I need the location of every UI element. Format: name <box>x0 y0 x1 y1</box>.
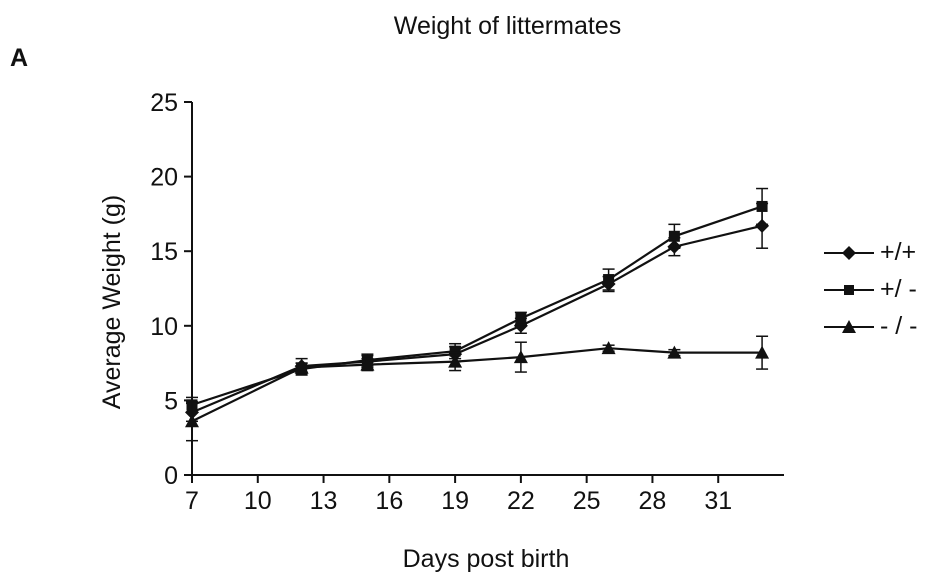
x-tick-label: 22 <box>507 487 535 515</box>
y-axis-label: Average Weight (g) <box>98 194 126 410</box>
legend-marker-diamond <box>824 245 874 260</box>
y-tick-label: 10 <box>150 313 178 341</box>
x-tick-label: 31 <box>704 487 732 515</box>
data-point-square <box>515 312 527 324</box>
legend-marker-triangle <box>824 319 874 333</box>
y-tick-label: 5 <box>164 387 178 415</box>
data-point-triangle <box>667 345 682 359</box>
legend-marker-square <box>824 284 874 295</box>
panel-letter: A <box>10 44 29 72</box>
legend-item-wildtype: +/+ <box>824 234 918 271</box>
legend-label: +/+ <box>880 238 917 266</box>
data-point-triangle <box>448 354 463 368</box>
y-tick-label: 15 <box>150 238 178 266</box>
legend-label: - / - <box>880 312 918 340</box>
data-point-triangle <box>513 350 528 364</box>
x-axis-label: Days post birth <box>402 545 570 573</box>
data-point-diamond <box>755 218 770 233</box>
x-tick-label: 19 <box>441 487 469 515</box>
legend-label: +/ - <box>880 275 917 303</box>
series-line-triangle <box>191 347 763 423</box>
legend: +/+ +/ - - / - <box>824 234 918 345</box>
data-point-triangle <box>601 341 616 355</box>
data-point-triangle <box>185 414 199 428</box>
legend-item-heterozygous: +/ - <box>824 271 918 308</box>
data-point-triangle <box>360 357 375 371</box>
chart-title: Weight of littermates <box>393 12 622 40</box>
x-tick-label: 16 <box>375 487 403 515</box>
data-point-square <box>668 230 680 242</box>
x-tick-label: 10 <box>244 487 272 515</box>
data-point-square <box>603 274 615 286</box>
data-point-triangle <box>755 345 770 359</box>
y-tick-label: 20 <box>150 164 178 192</box>
data-point-square <box>756 200 768 212</box>
y-tick-label: 0 <box>164 462 178 490</box>
x-tick-label: 28 <box>639 487 667 515</box>
x-tick-label: 7 <box>185 487 199 515</box>
series-line-diamond <box>191 224 763 414</box>
y-tick-label: 25 <box>150 89 178 117</box>
data-point-triangle <box>294 360 309 374</box>
data-point-square <box>449 345 461 357</box>
legend-item-knockout: - / - <box>824 308 918 345</box>
x-tick-label: 25 <box>573 487 601 515</box>
x-tick-label: 13 <box>310 487 338 515</box>
